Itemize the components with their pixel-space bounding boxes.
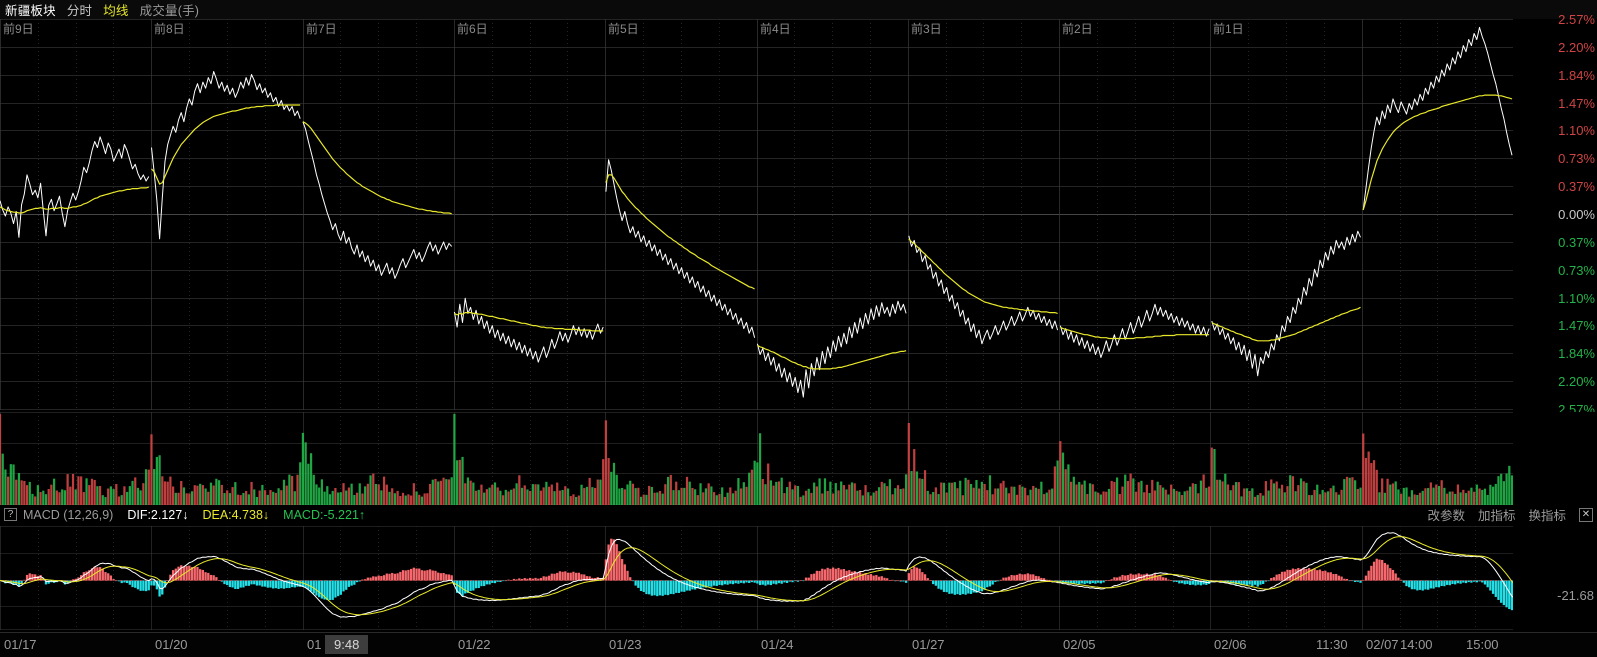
macd-macd-value: MACD:-5.221↑ [283,507,366,522]
axis-divider [0,632,1597,633]
date-axis-label: 01/27 [912,637,945,652]
date-axis-label: 02/06 [1214,637,1247,652]
price-axis-label: 0.37% [1558,234,1595,250]
macd-chart-panel[interactable] [0,526,1513,630]
macd-dif-value: DIF:2.127↓ [127,507,189,522]
macd-dea-value: DEA:4.738↓ [202,507,270,522]
price-axis-label: 2.57% [1558,12,1595,27]
add-indicator-button[interactable]: 加指标 [1477,509,1516,523]
macd-legend-bar: ? MACD (12,26,9) DIF:2.127↓ DEA:4.738↓ M… [0,505,1597,524]
price-axis-label: 0.00% [1558,207,1595,222]
price-axis-label: 1.47% [1558,95,1595,111]
price-axis: 2.57% 2.20% 1.84% 1.47% 1.10% 0.73% 0.37% 0.00%… [1513,13,1597,416]
price-chart-panel[interactable]: 前9日 前8日 前7日 前6日 前5日 前4日 前3日 前2日 前1日 [0,19,1513,410]
chart-mode-label[interactable]: 分时 [66,4,93,18]
price-axis-label: 1.84% [1558,67,1595,83]
change-params-button[interactable]: 改参数 [1427,509,1465,523]
price-axis-label: 0.73% [1558,262,1595,278]
date-axis-label: 01 [307,637,322,652]
date-axis: 01/17 01/20 01 01/22 01/23 01/24 01/27 02/05 02/… [0,632,1597,657]
price-axis-label: 0.37% [1558,179,1595,195]
macd-chart-svg [0,526,1513,630]
date-axis-label: 01/23 [609,637,642,652]
price-axis-label: 2.20% [1558,39,1595,55]
macd-axis-value: -21.68 [1557,588,1594,603]
date-axis-label: 15:00 [1466,637,1499,652]
price-axis-label: 1.84% [1558,346,1595,362]
symbol-name[interactable]: 新疆板块 [5,4,56,18]
price-axis-label: 0.73% [1558,151,1595,167]
help-icon[interactable]: ? [4,508,17,521]
ma-line-label[interactable]: 均线 [103,4,129,18]
date-axis-label: 01/24 [761,637,794,652]
date-axis-label: 02/07 [1366,637,1399,652]
date-axis-label: 02/05 [1063,637,1096,652]
close-icon[interactable]: ✕ [1579,507,1593,522]
volume-chart-svg [0,412,1513,505]
date-axis-label: 11:30 [1316,637,1348,652]
price-chart-svg [0,19,1513,410]
date-axis-label: 14:00 [1400,637,1433,652]
macd-indicator-name: MACD (12,26,9) [23,507,114,522]
date-axis-label: 01/20 [155,637,188,652]
price-axis-label: 1.10% [1558,290,1595,306]
volume-label[interactable]: 成交量(手) [139,4,200,18]
date-axis-label: 01/22 [458,637,491,652]
volume-axis [1513,412,1597,505]
price-axis-label: 1.10% [1558,123,1595,139]
volume-chart-panel[interactable] [0,412,1513,505]
crosshair-time-tooltip: 9:48 [325,635,369,654]
macd-axis: -21.68 [1513,526,1597,630]
switch-indicator-button[interactable]: 换指标 [1528,509,1566,523]
chart-title-bar: 新疆板块 分时 均线 成交量(手) [0,0,1597,19]
price-axis-label: 2.20% [1558,374,1595,390]
date-axis-label: 01/17 [4,637,37,652]
price-axis-label: 1.47% [1558,318,1595,334]
